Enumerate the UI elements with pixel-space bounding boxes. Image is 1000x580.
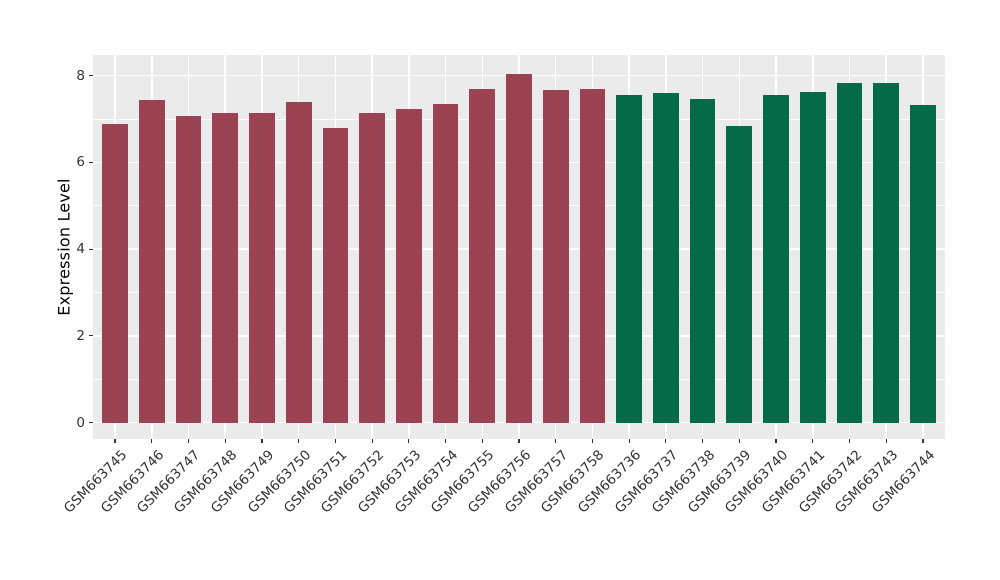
bar (726, 126, 753, 423)
y-axis-tick (89, 422, 93, 424)
y-axis-tick (89, 248, 93, 250)
x-axis-tick (224, 439, 226, 443)
x-axis-tick (187, 439, 190, 443)
bar (579, 88, 606, 423)
bar (542, 90, 569, 423)
bar (285, 101, 312, 423)
bar (799, 92, 826, 423)
x-axis-tick (922, 439, 924, 443)
bar (359, 112, 385, 423)
x-axis-tick (114, 439, 116, 443)
x-axis-tick (702, 439, 704, 443)
y-tick-label: 4 (76, 241, 85, 258)
x-axis-tick (334, 439, 336, 443)
x-axis-tick (371, 439, 373, 443)
x-axis-tick (628, 439, 630, 443)
x-axis-tick (775, 439, 777, 443)
bar (506, 74, 532, 423)
x-axis-tick (738, 439, 740, 443)
bar (395, 109, 422, 423)
x-axis-tick (555, 439, 557, 443)
x-axis-tick (518, 439, 520, 443)
bar (469, 89, 496, 423)
y-axis-tick (89, 161, 93, 164)
y-tick-label: 6 (76, 154, 85, 171)
x-axis-tick (848, 439, 851, 443)
bar (689, 98, 716, 423)
x-axis-tick (408, 439, 410, 443)
y-axis-tick (89, 335, 93, 337)
bar (432, 104, 459, 423)
x-axis-tick (261, 439, 263, 443)
bar (763, 94, 789, 423)
bar (102, 124, 128, 423)
y-axis-tick (89, 75, 93, 77)
x-axis-tick (444, 439, 447, 443)
bar (910, 104, 936, 423)
bar (873, 83, 900, 423)
x-axis-tick (812, 439, 814, 443)
bar (653, 92, 679, 423)
bar (175, 116, 202, 423)
bar (836, 83, 863, 423)
bar (249, 112, 275, 423)
x-axis-tick (591, 439, 594, 443)
plot-panel (93, 55, 945, 439)
x-axis-tick (665, 439, 667, 443)
bar (138, 100, 165, 423)
bar (322, 127, 349, 423)
y-tick-label: 8 (76, 67, 85, 84)
x-axis-tick (481, 439, 483, 443)
x-axis-tick (885, 439, 887, 443)
bar (616, 94, 643, 423)
y-tick-label: 2 (76, 327, 85, 344)
y-tick-label: 0 (76, 414, 85, 431)
bar (212, 113, 239, 423)
x-axis-tick (151, 439, 153, 443)
x-axis-tick (298, 439, 300, 443)
